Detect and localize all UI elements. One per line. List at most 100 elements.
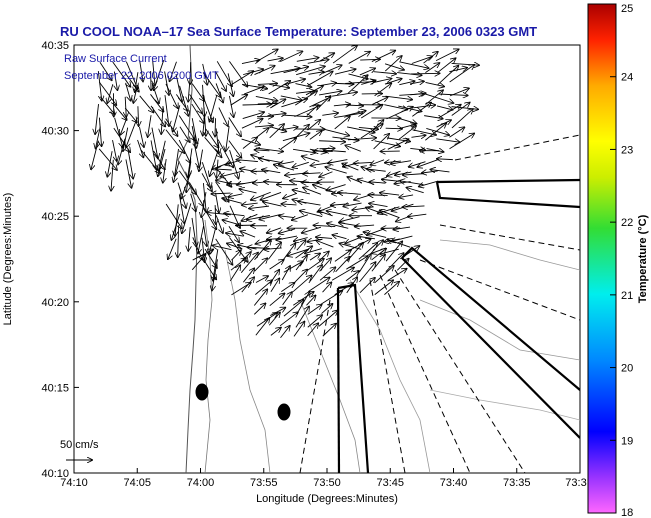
current-vector [438, 105, 461, 119]
current-vector [181, 170, 193, 198]
current-vector [399, 61, 428, 68]
current-vector [243, 268, 254, 283]
current-vector [241, 60, 259, 64]
x-tick-label: 74:05 [123, 477, 151, 489]
current-vector [399, 81, 414, 84]
current-vector [391, 161, 412, 164]
current-vector [189, 94, 202, 113]
current-vector [293, 322, 304, 337]
current-vector [426, 127, 449, 135]
current-vector [437, 58, 455, 74]
current-vector [354, 162, 372, 163]
current-vector [300, 211, 323, 217]
current-vector [168, 238, 177, 259]
current-vector [214, 71, 226, 91]
current-vector [384, 56, 401, 72]
current-vector [293, 190, 310, 195]
current-vector [204, 137, 222, 157]
current-vector [411, 135, 425, 137]
current-vector [426, 149, 444, 152]
current-vector [332, 136, 358, 140]
current-vector [182, 203, 192, 233]
current-vector [380, 193, 400, 195]
current-vector [120, 117, 128, 135]
current-vector [321, 304, 333, 314]
x-tick-label: 73:50 [313, 477, 341, 489]
current-vector [242, 203, 258, 205]
current-vector [242, 137, 257, 149]
current-vector [371, 159, 385, 165]
current-vector [347, 138, 376, 140]
current-vector [256, 128, 269, 138]
current-vector [372, 97, 387, 105]
current-vector [256, 49, 277, 62]
current-vector [229, 265, 240, 282]
current-vector [380, 210, 400, 219]
current-vector [229, 61, 247, 86]
current-vector [333, 235, 347, 240]
current-vector [99, 117, 101, 146]
map-layer [91, 45, 580, 473]
current-vector [268, 243, 281, 260]
scale-label: 50 cm/s [60, 439, 99, 451]
current-vector [306, 296, 315, 306]
current-vector [255, 318, 270, 336]
current-vector [262, 170, 281, 173]
current-vector [282, 204, 297, 205]
current-vector [385, 241, 402, 262]
buoy-marker [277, 403, 291, 421]
current-vector [303, 188, 322, 195]
current-vector [268, 313, 280, 326]
current-vector [112, 140, 117, 161]
current-vector [118, 138, 126, 165]
current-vector [154, 60, 165, 90]
x-tick-label: 74:00 [187, 477, 215, 489]
current-vector [229, 150, 239, 178]
current-vector [307, 315, 322, 328]
current-vector [279, 312, 298, 327]
current-vector [190, 193, 196, 212]
current-vector [175, 73, 182, 102]
current-vector [224, 213, 245, 215]
current-vector [215, 83, 223, 102]
current-vector [274, 165, 295, 171]
current-vector [125, 82, 131, 101]
current-vector [411, 56, 432, 64]
current-vector [306, 259, 324, 271]
current-vector [153, 150, 165, 169]
current-vector [322, 324, 336, 337]
current-vector [384, 282, 399, 295]
current-vector [175, 148, 179, 176]
current-vector [373, 134, 389, 150]
colorbar-tick-label: 22 [621, 217, 633, 229]
current-vector [348, 52, 370, 64]
current-vector [270, 328, 281, 336]
current-vector [385, 95, 413, 99]
current-vector [212, 259, 218, 290]
current-vector [114, 117, 123, 147]
current-vector [319, 91, 341, 96]
current-vector [391, 235, 413, 241]
current-vector [107, 151, 113, 176]
current-vector [96, 126, 101, 149]
current-vector [216, 61, 232, 86]
current-vector [424, 93, 453, 103]
current-vector [99, 96, 114, 114]
current-vector [384, 104, 407, 110]
current-vector [355, 225, 375, 227]
current-vector [263, 202, 282, 207]
current-vector [437, 159, 453, 160]
current-vector [231, 71, 254, 85]
subtitle-line-1: Raw Surface Current [64, 53, 167, 65]
current-vector [374, 83, 392, 97]
colorbar-label: Temperature (°C) [637, 214, 649, 303]
current-vector [387, 139, 409, 150]
current-vector [191, 83, 204, 101]
current-vector [178, 194, 184, 223]
current-vector [374, 266, 394, 284]
current-vector [170, 61, 177, 81]
current-vector [424, 116, 443, 119]
current-vector [281, 283, 294, 292]
current-vector [269, 126, 286, 132]
